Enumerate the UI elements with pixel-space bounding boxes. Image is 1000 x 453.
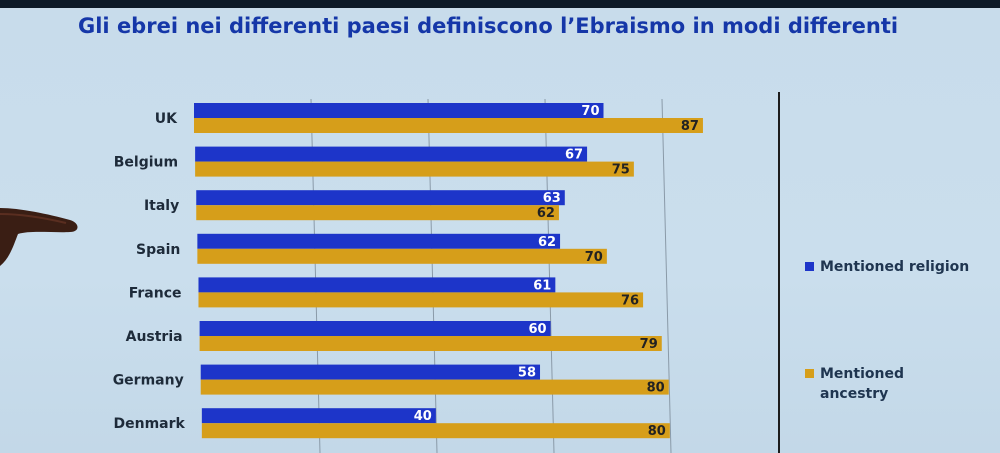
- data-label: 40: [414, 409, 432, 424]
- legend-item-religion: Mentioned religion: [805, 257, 969, 277]
- category-label: Germany: [113, 373, 184, 389]
- data-label: 61: [533, 278, 551, 293]
- bar: [200, 364, 541, 380]
- data-label: 76: [621, 293, 639, 308]
- bar: [197, 233, 561, 249]
- bar: [201, 423, 670, 439]
- legend-label-ancestry: Mentioned ancestry: [820, 366, 904, 402]
- bar: [195, 146, 588, 162]
- gridline: [661, 98, 672, 453]
- data-label: 75: [612, 163, 630, 178]
- bar: [197, 248, 607, 264]
- data-label: 80: [648, 424, 666, 439]
- category-label: Italy: [144, 198, 179, 214]
- pointing-finger-icon: [0, 208, 78, 266]
- bar: [194, 103, 604, 118]
- data-label: 70: [585, 250, 603, 265]
- legend-label-religion: Mentioned religion: [820, 259, 970, 275]
- data-label: 60: [529, 322, 547, 337]
- category-label: Austria: [126, 329, 183, 345]
- data-label: 79: [640, 337, 658, 352]
- bar: [201, 408, 436, 424]
- category-label: Belgium: [114, 155, 178, 171]
- bar: [199, 321, 551, 336]
- data-label: 87: [681, 119, 699, 134]
- category-label: UK: [155, 111, 178, 127]
- legend-divider: [778, 92, 780, 453]
- bar: [194, 118, 703, 133]
- category-label: France: [129, 285, 182, 301]
- data-label: 67: [565, 148, 583, 163]
- data-label: 62: [538, 235, 556, 250]
- bar: [196, 205, 559, 221]
- bar: [195, 161, 634, 177]
- legend-swatch-ancestry: [805, 369, 814, 378]
- bar: [199, 336, 662, 351]
- bar: [200, 379, 669, 395]
- legend-swatch-religion: [805, 262, 814, 271]
- legend-item-ancestry: Mentioned ancestry: [805, 364, 925, 404]
- bar: [198, 277, 556, 293]
- data-label: 70: [581, 104, 599, 119]
- data-label: 63: [543, 191, 561, 206]
- bar: [196, 190, 565, 206]
- data-label: 58: [518, 366, 536, 381]
- data-label: 62: [537, 206, 555, 221]
- category-label: Denmark: [114, 416, 186, 432]
- category-label: Spain: [136, 242, 180, 258]
- data-label: 80: [647, 381, 665, 396]
- chart-title: Gli ebrei nei differenti paesi definisco…: [78, 14, 899, 38]
- bar: [198, 292, 644, 308]
